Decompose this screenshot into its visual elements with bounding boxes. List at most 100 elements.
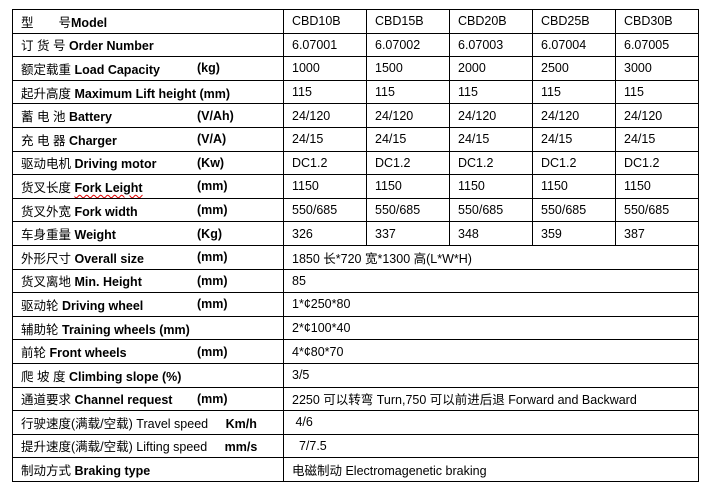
label-cn: 爬 坡 度 (21, 369, 66, 384)
value-cell: 1*¢250*80 (283, 292, 699, 317)
row-label: 驱动轮 Driving wheel (mm) (12, 292, 284, 317)
value-cell: 85 (283, 268, 699, 294)
row-label: 货叉离地 Min. Height (mm) (12, 268, 284, 294)
row-label: 行驶速度(满载/空载) Travel speed Km/h (12, 410, 284, 435)
label-cn: 前轮 (21, 346, 47, 361)
value-cell: 550/685 (449, 197, 533, 223)
value-cell: 1150 (615, 174, 699, 199)
label-cn: 行驶速度(满载/空载) (21, 416, 133, 431)
label-en: Load Capacity (74, 62, 160, 77)
table-row: 额定载重 Load Capacity (kg) 1000 1500 2000 2500 30… (12, 56, 699, 81)
value-cell: 6.07004 (532, 32, 616, 58)
value-cell: 2000 (449, 56, 533, 81)
label-en: Battery (68, 110, 113, 125)
label-unit: (mm) (197, 297, 228, 312)
value-cell: DC1.2 (449, 150, 533, 176)
table-row: 货叉离地 Min. Height (mm) 85 (12, 268, 699, 294)
model-cell: CBD25B (532, 9, 616, 34)
value-cell: 2250 可以转弯 Turn,750 可以前进后退 Forward and Ba… (283, 386, 699, 412)
label-cn: 型 号 (21, 15, 72, 30)
value-cell: 1150 (366, 174, 450, 199)
value-cell: DC1.2 (283, 150, 367, 176)
value-text: 1*¢250*80 (292, 297, 351, 312)
label-unit: (mm) (197, 273, 228, 288)
label-en: Fork Leight (74, 180, 143, 195)
label-cn: 驱动轮 (21, 298, 59, 313)
value-cell: 6.07002 (366, 32, 450, 58)
table-row: 货叉长度 Fork Leight (mm) 1150 1150 1150 1150 1150 (12, 174, 699, 199)
value-cell: DC1.2 (366, 150, 450, 176)
label-unit: (mm) (197, 203, 228, 218)
value-cell: 326 (283, 221, 367, 246)
table-row: 行驶速度(满载/空载) Travel speed Km/h 4/6 (12, 410, 699, 435)
value-cell: DC1.2 (615, 150, 699, 176)
label-en: Maximum Lift height (mm) (74, 86, 231, 101)
value-cell: 4*¢80*70 (283, 339, 699, 364)
row-label: 订 货 号 Order Number (12, 32, 284, 58)
value-cell: 24/15 (283, 126, 367, 152)
value-cell: 115 (532, 79, 616, 105)
value-cell: 24/120 (283, 103, 367, 128)
table-row: 外形尺寸 Overall size (mm) 1850 长*720 宽*1300 高… (12, 244, 699, 270)
header-row: 型 号Model CBD10B CBD15B CBD20B CBD25B CBD30B (12, 9, 699, 34)
value-cell: 1850 长*720 宽*1300 高(L*W*H) (283, 244, 699, 270)
value-cell: 24/15 (366, 126, 450, 152)
label-en: Lifting speed (136, 440, 208, 455)
value-text: 4/6 (292, 415, 313, 430)
label-en: Braking type (74, 464, 151, 479)
value-cell: 2500 (532, 56, 616, 81)
table-row: 通道要求 Channel request (mm) 2250 可以转弯 Turn,7… (12, 386, 699, 412)
value-text: 2*¢100*40 (292, 321, 351, 336)
row-label: 额定载重 Load Capacity (kg) (12, 56, 284, 81)
value-cell: 1150 (532, 174, 616, 199)
label-unit: (mm) (197, 391, 228, 406)
value-cell: 550/685 (615, 197, 699, 223)
row-label: 外形尺寸 Overall size (mm) (12, 244, 284, 270)
label-unit: (Kg) (197, 226, 222, 241)
table-row: 爬 坡 度 Climbing slope (%) 3/5 (12, 362, 699, 388)
value-cell: 359 (532, 221, 616, 246)
label-cn: 通道要求 (21, 393, 72, 408)
value-cell: 337 (366, 221, 450, 246)
value-cell: 115 (283, 79, 367, 105)
label-cn: 货叉外宽 (21, 204, 72, 219)
model-cell: CBD10B (283, 9, 367, 34)
model-cell: CBD20B (449, 9, 533, 34)
value-cell: 1500 (366, 56, 450, 81)
table-row: 起升高度 Maximum Lift height (mm) 115 115 115 11… (12, 79, 699, 105)
value-cell: 387 (615, 221, 699, 246)
label-unit: (kg) (197, 61, 220, 76)
row-label: 型 号Model (12, 9, 284, 34)
label-cn: 货叉离地 (21, 275, 72, 290)
label-en: Min. Height (74, 275, 142, 290)
value-cell: 3/5 (283, 362, 699, 388)
row-label: 货叉长度 Fork Leight (mm) (12, 174, 284, 199)
label-cn: 提升速度(满载/空载) (21, 440, 133, 455)
label-cn: 外形尺寸 (21, 251, 72, 266)
table-row: 驱动电机 Driving motor (Kw) DC1.2 DC1.2 DC1.2 DC1… (12, 150, 699, 176)
value-cell: 24/15 (532, 126, 616, 152)
label-unit: (V/A) (197, 132, 227, 147)
value-cell: 2*¢100*40 (283, 315, 699, 341)
value-cell: DC1.2 (532, 150, 616, 176)
label-en: Driving wheel (62, 298, 144, 313)
value-cell: 24/120 (615, 103, 699, 128)
value-cell: 电磁制动 Electromagenetic braking (283, 457, 699, 482)
label-unit: (mm) (197, 344, 228, 359)
value-cell: 550/685 (283, 197, 367, 223)
value-cell: 6.07005 (615, 32, 699, 58)
value-cell: 115 (449, 79, 533, 105)
table-row: 制动方式 Braking type 电磁制动 Electromagenetic b… (12, 457, 699, 482)
row-label: 货叉外宽 Fork width (mm) (12, 197, 284, 223)
model-cell: CBD15B (366, 9, 450, 34)
value-cell: 1150 (449, 174, 533, 199)
value-cell: 6.07003 (449, 32, 533, 58)
row-label: 通道要求 Channel request (mm) (12, 386, 284, 412)
label-cn: 货叉长度 (21, 180, 72, 195)
row-label: 辅助轮 Training wheels (mm) (12, 315, 284, 341)
value-cell: 3000 (615, 56, 699, 81)
value-cell: 7/7.5 (283, 433, 699, 459)
value-cell: 6.07001 (283, 32, 367, 58)
label-en: Climbing slope (%) (68, 369, 182, 384)
label-en: Overall size (74, 251, 145, 266)
